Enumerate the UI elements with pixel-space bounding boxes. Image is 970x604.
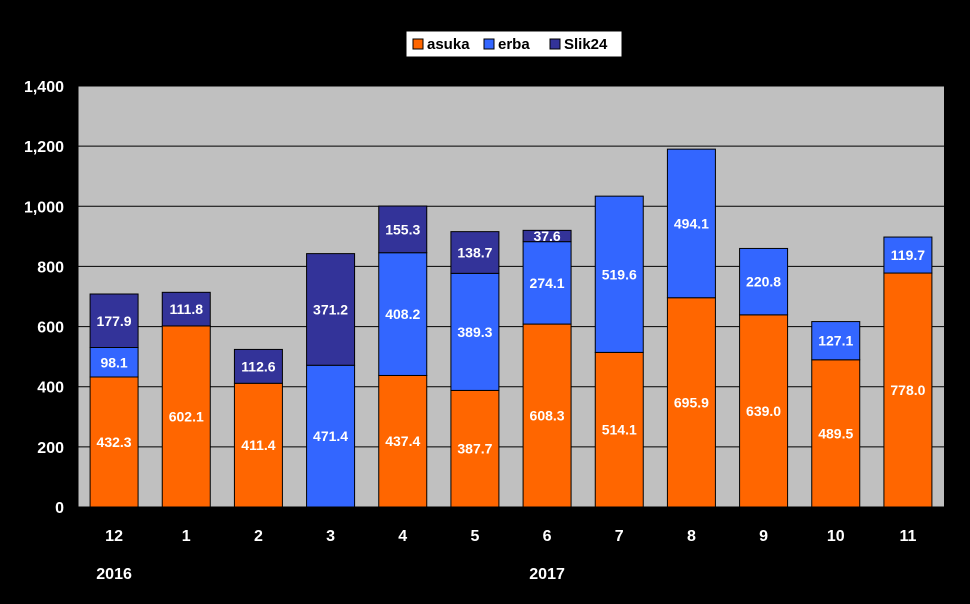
x-tick-label: 10 [827, 528, 845, 545]
y-tick-label: 800 [37, 259, 64, 276]
bar-segment-slik24 [233, 348, 283, 384]
y-tick-label: 1,000 [24, 199, 64, 216]
data-label: 519.6 [602, 266, 637, 282]
data-label: 471.4 [313, 428, 348, 444]
data-label: 514.1 [602, 422, 637, 438]
bar-segment-erba [666, 148, 716, 299]
plot-area: 02004006008001,0001,2001,400432.398.1177… [24, 79, 944, 583]
bar-segment-asuka [666, 297, 716, 508]
data-label: 494.1 [674, 215, 709, 231]
x-tick-label: 8 [687, 528, 696, 545]
data-label: 411.4 [241, 437, 275, 453]
data-label: 127.1 [818, 333, 853, 349]
bar-segment-asuka [161, 325, 211, 508]
x-tick-label: 2 [254, 528, 263, 545]
bar-segment-asuka [811, 359, 861, 508]
data-label: 138.7 [457, 244, 492, 260]
bar-segment-asuka [450, 389, 500, 508]
data-label: 778.0 [890, 382, 925, 398]
bar-segment-asuka [883, 272, 933, 508]
data-label: 98.1 [100, 354, 127, 370]
data-label: 177.9 [97, 313, 132, 329]
x-tick-label: 1 [182, 528, 191, 545]
bar-segment-erba [306, 364, 356, 508]
x-tick-label: 11 [899, 528, 916, 545]
y-tick-label: 200 [37, 440, 64, 457]
data-label: 695.9 [674, 394, 709, 410]
data-label: 155.3 [385, 221, 420, 237]
bar-segment-slik24 [89, 293, 139, 349]
year-label: 2016 [96, 566, 132, 583]
x-tick-label: 7 [615, 528, 624, 545]
data-label: 602.1 [169, 408, 204, 424]
bar-segment-asuka [522, 323, 572, 508]
bar-segment-slik24 [522, 229, 572, 243]
legend-label-slik24: Slik24 [564, 36, 608, 53]
bar-segment-asuka [233, 382, 283, 508]
bar-segment-asuka [378, 374, 428, 508]
data-label: 408.2 [385, 306, 420, 322]
bar-segment-slik24 [306, 253, 356, 366]
legend-swatch-asuka [412, 38, 424, 50]
y-tick-label: 400 [37, 380, 64, 397]
data-label: 119.7 [891, 247, 925, 263]
data-label: 112.6 [241, 358, 275, 374]
legend-box [405, 30, 623, 58]
bar-segment-erba [378, 252, 428, 376]
bar-segment-slik24 [378, 205, 428, 254]
bar-segment-erba [883, 236, 933, 274]
year-label: 2017 [529, 566, 565, 583]
data-label: 489.5 [818, 425, 853, 441]
data-label: 389.3 [457, 324, 492, 340]
y-tick-label: 600 [37, 320, 64, 337]
data-label: 220.8 [746, 274, 781, 290]
bar-segment-erba [594, 195, 644, 353]
bar-segment-erba [811, 321, 861, 361]
x-tick-label: 9 [759, 528, 768, 545]
x-tick-label: 3 [326, 528, 335, 545]
data-label: 608.3 [530, 408, 565, 424]
y-tick-label: 0 [55, 500, 64, 517]
y-tick-label: 1,400 [24, 79, 64, 96]
x-tick-label: 4 [398, 528, 407, 545]
legend-label-erba: erba [498, 36, 530, 53]
x-tick-label: 6 [543, 528, 552, 545]
data-label: 437.4 [385, 433, 420, 449]
data-label: 639.0 [746, 403, 781, 419]
x-tick-label: 5 [470, 528, 479, 545]
data-label: 37.6 [533, 228, 560, 244]
legend-label-asuka: asuka [427, 36, 470, 53]
bar-segment-asuka [739, 314, 789, 508]
bar-segment-asuka [594, 351, 644, 508]
x-tick-label: 12 [105, 528, 123, 545]
plot-background [78, 86, 944, 507]
data-label: 432.3 [97, 434, 132, 450]
data-label: 387.7 [457, 441, 492, 457]
legend-swatch-erba [483, 38, 495, 50]
bar-segment-slik24 [450, 231, 500, 274]
bar-segment-erba [739, 247, 789, 316]
y-tick-label: 1,200 [24, 139, 64, 156]
bar-segment-slik24 [161, 291, 211, 327]
data-label: 111.8 [170, 301, 204, 317]
data-label: 274.1 [530, 275, 565, 291]
legend: asuka erba Slik24 [405, 30, 623, 58]
bar-segment-erba [522, 241, 572, 325]
legend-swatch-slik24 [549, 38, 561, 50]
data-label: 371.2 [313, 301, 348, 317]
